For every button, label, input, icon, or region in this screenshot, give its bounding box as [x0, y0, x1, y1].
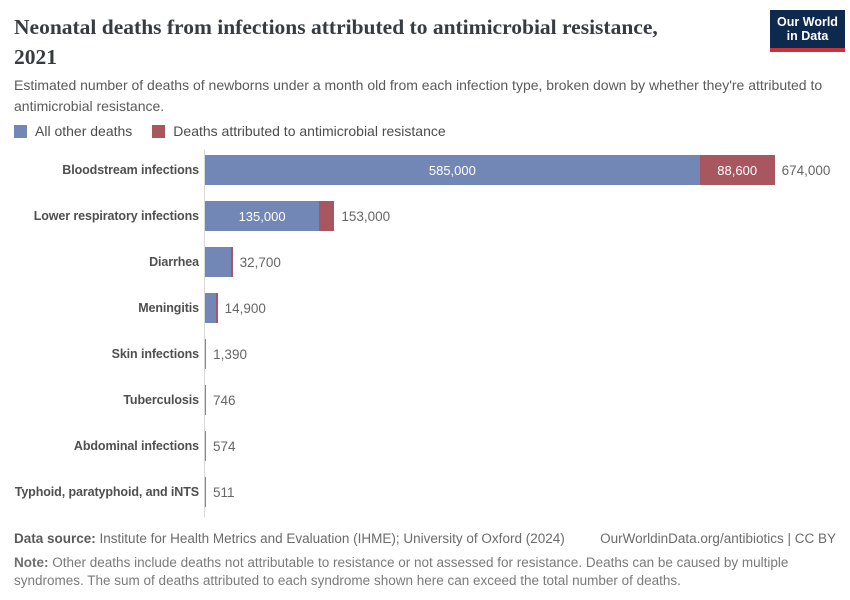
- bar-segment-other-deaths[interactable]: [205, 385, 206, 415]
- bar-segment-amr-deaths[interactable]: [216, 293, 218, 323]
- category-label-text: Bloodstream infections: [62, 163, 199, 177]
- owid-logo[interactable]: Our World in Data: [770, 10, 845, 52]
- chart-row: Skin infections 1,390: [0, 339, 850, 369]
- segment-value-label: 88,600: [717, 162, 758, 178]
- total-value-label: 574: [213, 438, 236, 454]
- category-label: Tuberculosis: [0, 393, 205, 407]
- chart-row: Meningitis 14,900: [0, 293, 850, 323]
- legend-swatch-icon: [152, 124, 166, 138]
- category-label-text: Skin infections: [111, 347, 200, 361]
- chart-row: Diarrhea 32,700: [0, 247, 850, 277]
- data-source: Data source: Institute for Health Metric…: [14, 531, 565, 546]
- category-label: Meningitis: [0, 301, 205, 315]
- owid-logo-stripe: [770, 48, 845, 52]
- legend-label: Deaths attributed to antimicrobial resis…: [173, 123, 446, 139]
- total-value-label: 674,000: [781, 162, 831, 178]
- title-line-2: 2021: [14, 45, 57, 69]
- bar-track: 585,000 88,600 674,000: [205, 155, 830, 185]
- owid-license-link[interactable]: OurWorldinData.org/antibiotics | CC BY: [600, 531, 836, 546]
- bar-segment-other-deaths[interactable]: [205, 431, 206, 461]
- data-source-text: Institute for Health Metrics and Evaluat…: [99, 531, 565, 546]
- category-label-text: Lower respiratory infections: [33, 209, 199, 223]
- bar-segment-amr-deaths[interactable]: [319, 201, 335, 231]
- bar-track: 135,000 153,000: [205, 201, 390, 231]
- category-label-text: Abdominal infections: [73, 439, 199, 453]
- legend-swatch-icon: [14, 124, 27, 138]
- chart-subtitle: Estimated number of deaths of newborns u…: [14, 77, 823, 114]
- chart-row: Typhoid, paratyphoid, and iNTS 511: [0, 477, 850, 507]
- segment-value-label: 585,000: [428, 162, 476, 178]
- category-label: Skin infections: [0, 347, 205, 361]
- total-value-label: 32,700: [239, 254, 281, 270]
- bar-track: 1,390: [205, 339, 247, 369]
- category-label: Lower respiratory infections: [0, 209, 205, 223]
- total-value-label: 511: [213, 484, 235, 500]
- legend-label: All other deaths: [35, 123, 133, 139]
- note-label: Note:: [14, 555, 49, 570]
- bar-track: 746: [205, 385, 236, 415]
- chart-row: Bloodstream infections 585,000 88,600 674,0…: [0, 155, 850, 185]
- chart-row: Tuberculosis 746: [0, 385, 850, 415]
- category-label-text: Diarrhea: [149, 255, 199, 269]
- page-title: Neonatal deaths from infections attribut…: [14, 12, 762, 72]
- chart-row: Abdominal infections 574: [0, 431, 850, 461]
- total-value-label: 746: [213, 392, 236, 408]
- bar-rows: Bloodstream infections 585,000 88,600 674,0…: [0, 155, 850, 523]
- bar-track: 14,900: [205, 293, 266, 323]
- owid-logo-box: Our World in Data: [770, 10, 845, 48]
- chart-row: Lower respiratory infections 135,000 153,0…: [0, 201, 850, 231]
- bar-segment-amr-deaths[interactable]: 88,600: [699, 155, 775, 185]
- bar-track: 511: [205, 477, 235, 507]
- bar-segment-other-deaths[interactable]: [205, 339, 207, 369]
- category-label: Typhoid, paratyphoid, and iNTS: [0, 485, 205, 499]
- category-label: Abdominal infections: [0, 439, 205, 453]
- owid-logo-line-1: Our World: [777, 15, 838, 29]
- bar-segment-other-deaths[interactable]: [205, 247, 232, 277]
- legend-item[interactable]: Deaths attributed to antimicrobial resis…: [152, 123, 446, 139]
- category-label-text: Meningitis: [138, 301, 199, 315]
- data-source-label: Data source:: [14, 531, 96, 546]
- category-label: Bloodstream infections: [0, 163, 205, 177]
- category-label-text: Typhoid, paratyphoid, and iNTS: [14, 485, 199, 499]
- owid-logo-line-2: in Data: [786, 29, 829, 43]
- bar-segment-other-deaths[interactable]: [205, 293, 217, 323]
- footer-note: Note: Other deaths include deaths not at…: [14, 554, 836, 589]
- bar-segment-other-deaths[interactable]: [205, 477, 206, 507]
- footer: Data source: Institute for Health Metric…: [14, 531, 836, 546]
- bar-segment-amr-deaths[interactable]: [231, 247, 233, 277]
- segment-value-label: 135,000: [238, 208, 286, 224]
- y-axis-line: [204, 149, 205, 517]
- title-line-1: Neonatal deaths from infections attribut…: [14, 15, 658, 39]
- category-label: Diarrhea: [0, 255, 205, 269]
- note-text: Other deaths include deaths not attribut…: [14, 555, 789, 588]
- total-value-label: 1,390: [213, 346, 247, 362]
- total-value-label: 14,900: [224, 300, 266, 316]
- bar-segment-other-deaths[interactable]: 585,000: [205, 155, 700, 185]
- legend-item[interactable]: All other deaths: [14, 123, 132, 139]
- bar-segment-other-deaths[interactable]: 135,000: [205, 201, 320, 231]
- legend: All other deaths Deaths attributed to ant…: [14, 123, 446, 139]
- category-label-text: Tuberculosis: [123, 393, 199, 407]
- total-value-label: 153,000: [341, 208, 391, 224]
- bar-track: 32,700: [205, 247, 281, 277]
- bar-track: 574: [205, 431, 236, 461]
